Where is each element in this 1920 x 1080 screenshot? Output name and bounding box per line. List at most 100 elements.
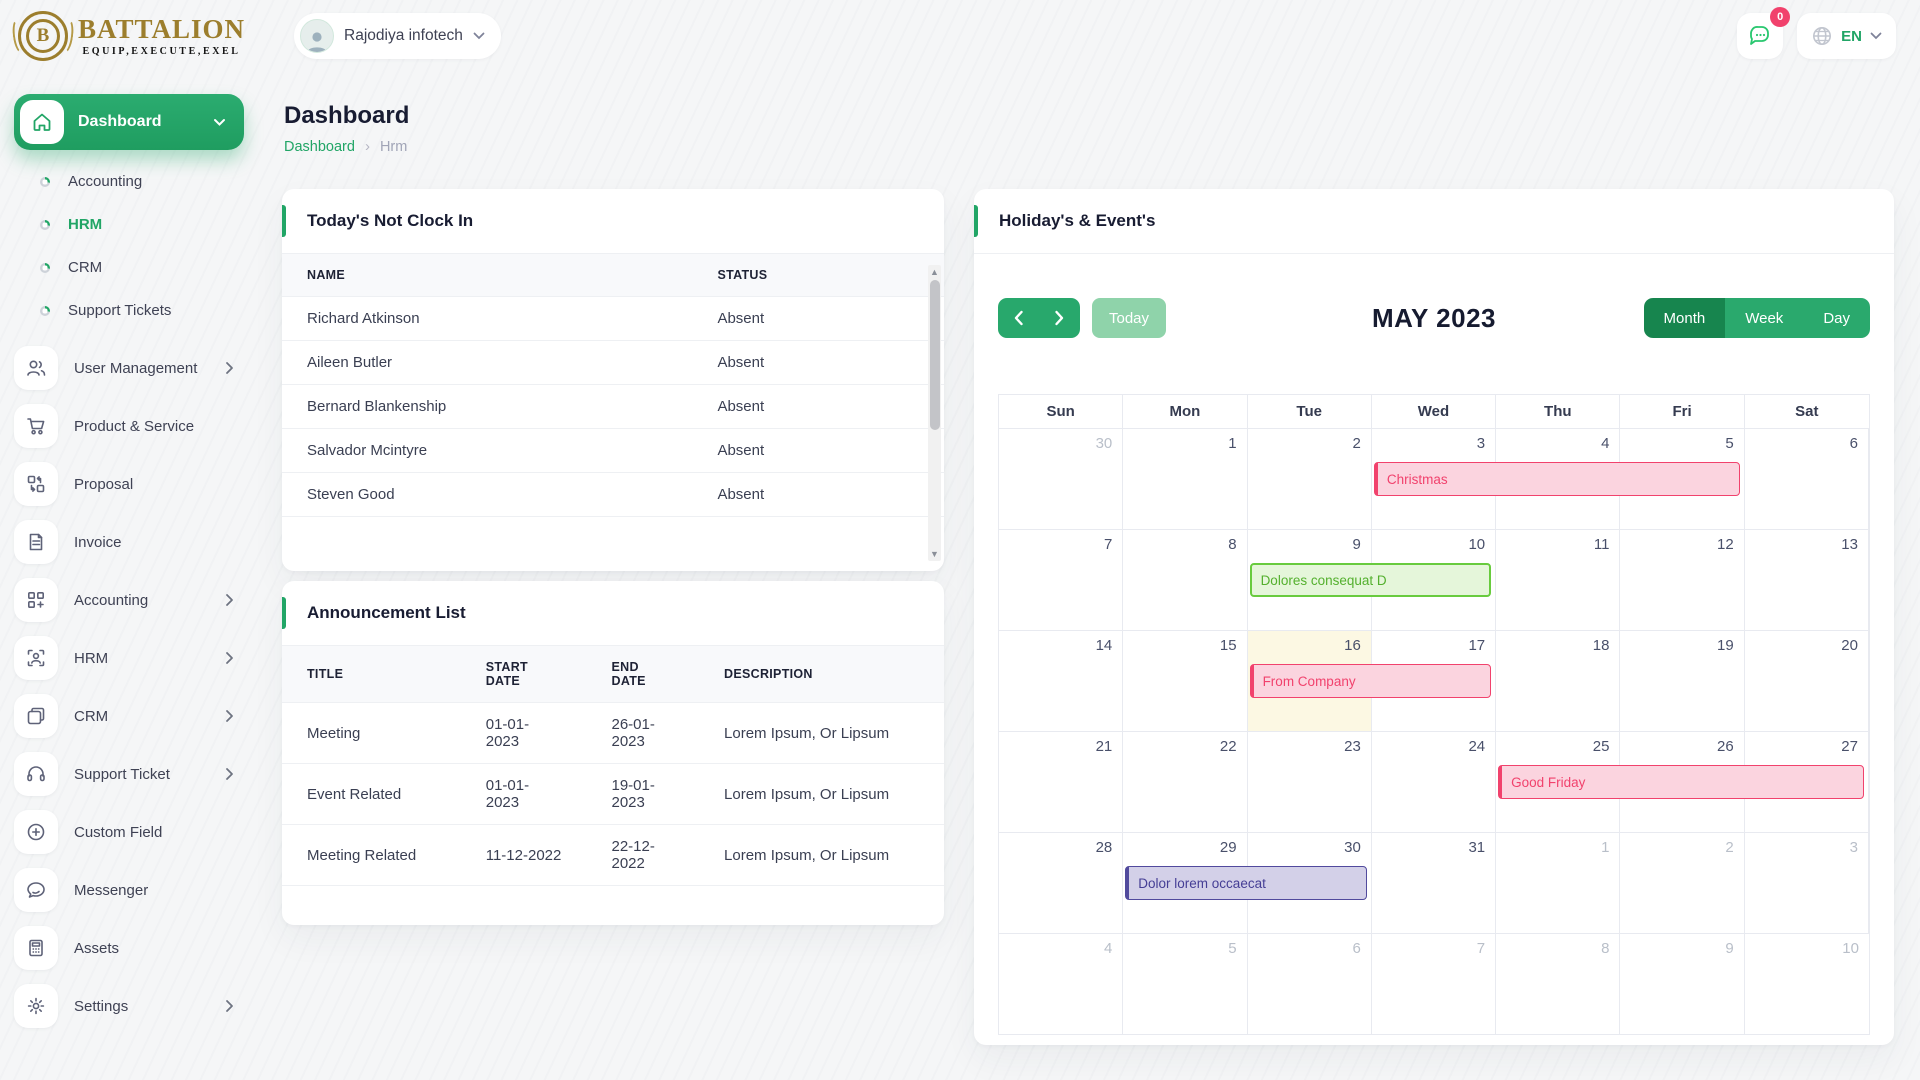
sidebar-item-hrm[interactable]: HRM [14,630,244,686]
view-button-week[interactable]: Week [1725,298,1804,338]
company-selector[interactable]: Rajodiya infotech [294,13,501,59]
calendar-day-cell[interactable]: 17 [1371,631,1497,732]
sidebar-item-proposal[interactable]: Proposal [14,456,244,512]
calendar-day-cell[interactable]: 27 [1744,732,1869,833]
breadcrumb-current: Hrm [379,138,408,155]
messages-button[interactable]: 0 [1737,7,1791,59]
chevron-down-icon [213,118,226,127]
sidebar-item-dashboard[interactable]: Dashboard [14,94,244,150]
view-button-day[interactable]: Day [1803,298,1870,338]
chevron-right-icon [225,999,234,1013]
calendar-day-cell[interactable]: 8 [1496,934,1621,1035]
calendar-day-cell[interactable]: 3 [1744,833,1869,934]
sidebar-item-support-ticket[interactable]: Support Ticket [14,746,244,802]
plus-circle-icon [14,810,58,854]
calendar-day-cell[interactable]: 9 [1620,934,1745,1035]
table-row: Event Related 01-01-2023 19-01-2023 Lorem I… [282,763,944,825]
sidebar-item-label: Product & Service [74,417,195,435]
calendar-day-cell[interactable]: 5 [1123,934,1248,1035]
sidebar-item-messenger[interactable]: Messenger [14,862,244,918]
calendar-day-cell[interactable]: 13 [1744,530,1869,631]
main-content: Dashboard Dashboard › Hrm Today's Not Cl… [258,72,1920,1045]
calendar-day-cell[interactable]: 10 [1744,934,1869,1035]
sidebar-item-settings[interactable]: Settings [14,978,244,1034]
calendar-day-cell[interactable]: 31 [1371,833,1497,934]
calendar-day-cell[interactable]: 12 [1620,530,1745,631]
calendar-event[interactable]: Christmas [1373,462,1740,496]
sidebar-menu: User Management Product & Service Proposal… [14,340,244,1034]
sidebar-item-custom-field[interactable]: Custom Field [14,804,244,860]
calendar-day-cell[interactable]: 15 [1123,631,1248,732]
sidebar-subitem-crm[interactable]: CRM [14,246,244,289]
column-header: START DATE [460,646,587,703]
sidebar-item-product-service[interactable]: Product & Service [14,398,244,454]
calendar-day-cell[interactable]: 2 [1247,429,1372,530]
table-scrollbar[interactable]: ▲ ▼ [928,265,941,561]
calendar-day-cell[interactable]: 30 [1247,833,1372,934]
calendar-day-cell[interactable]: 6 [1744,429,1869,530]
calendar-day-cell[interactable]: 28 [999,833,1124,934]
sidebar-item-label: Messenger [74,881,149,899]
calendar-day-cell[interactable]: 10 [1371,530,1497,631]
sidebar-item-invoice[interactable]: Invoice [14,514,244,570]
chevron-right-icon [225,593,234,607]
calendar-day-cell[interactable]: 7 [999,530,1124,631]
calendar-day-cell[interactable]: 18 [1496,631,1621,732]
calendar-day-cell[interactable]: 11 [1496,530,1621,631]
calendar-day-cell[interactable]: 1 [1123,429,1248,530]
sidebar-item-assets[interactable]: Assets [14,920,244,976]
view-button-month[interactable]: Month [1643,298,1726,338]
employee-name: Bernard Blankenship [282,384,693,429]
calendar-day-cell[interactable]: 6 [1247,934,1372,1035]
scrollbar-thumb[interactable] [929,280,940,430]
calendar-day-cell[interactable]: 1 [1496,833,1621,934]
cell-value: 22-12-2022 [586,824,700,886]
cell-value: 11-12-2022 [460,824,587,886]
calendar-event[interactable]: From Company [1249,664,1492,698]
scroll-down-arrow[interactable]: ▼ [930,549,939,559]
sidebar-subitem-accounting[interactable]: Accounting [14,160,244,203]
calendar-day-cell[interactable]: 19 [1620,631,1745,732]
language-selector[interactable]: EN [1797,13,1896,59]
table-row: Bernard Blankenship Absent [282,384,944,429]
cart-icon [14,404,58,448]
sidebar-item-crm[interactable]: CRM [14,688,244,744]
calendar-day-cell[interactable]: 24 [1371,732,1497,833]
calendar-view-switcher: Month Week Day [1643,298,1870,338]
chevron-right-icon [225,651,234,665]
bullet-icon [40,219,50,230]
calendar-day-cell[interactable]: 22 [1123,732,1248,833]
table-row: Aileen Butler Absent [282,340,944,385]
calendar-day-cell[interactable]: 8 [1123,530,1248,631]
calendar-day-cell[interactable]: 2 [1620,833,1745,934]
calendar-day-headers: Sun Mon Tue Wed Thu Fri Sat [999,395,1869,429]
calendar-day-cell[interactable]: 5 [1620,429,1745,530]
calendar-day-cell[interactable]: 4 [999,934,1124,1035]
clockin-card-title: Today's Not Clock In [307,211,474,230]
cell-value: Event Related [282,763,461,825]
breadcrumb-dashboard-link[interactable]: Dashboard [284,138,355,155]
prev-month-button[interactable] [998,298,1039,338]
table-row: Meeting 01-01-2023 26-01-2023 Lorem Ipsum, … [282,702,944,764]
scroll-up-arrow[interactable]: ▲ [930,267,939,277]
calendar-day-cell[interactable]: 23 [1247,732,1372,833]
sidebar-item-user-management[interactable]: User Management [14,340,244,396]
calendar-event[interactable]: Dolor lorem occaecat [1125,866,1367,900]
day-header-fri: Fri [1620,395,1745,429]
sidebar-item-accounting[interactable]: Accounting [14,572,244,628]
calendar-event[interactable]: Good Friday [1498,765,1864,799]
calendar-day-cell[interactable]: 20 [1744,631,1869,732]
employee-name: Richard Atkinson [282,296,693,341]
brand-tagline: EQUIP,EXECUTE,EXEL [82,45,241,57]
gear-icon [14,984,58,1028]
calendar-day-cell[interactable]: 14 [999,631,1124,732]
today-button[interactable]: Today [1092,298,1167,338]
calendar-day-cell[interactable]: 7 [1371,934,1497,1035]
calendar-day-cell[interactable]: 21 [999,732,1124,833]
employee-name: Salvador Mcintyre [282,428,693,473]
calendar-day-cell[interactable]: 30 [999,429,1124,530]
calendar-event[interactable]: Dolores consequat D [1249,563,1492,597]
next-month-button[interactable] [1039,298,1080,338]
sidebar-subitem-support-tickets[interactable]: Support Tickets [14,289,244,332]
sidebar-subitem-hrm[interactable]: HRM [14,203,244,246]
